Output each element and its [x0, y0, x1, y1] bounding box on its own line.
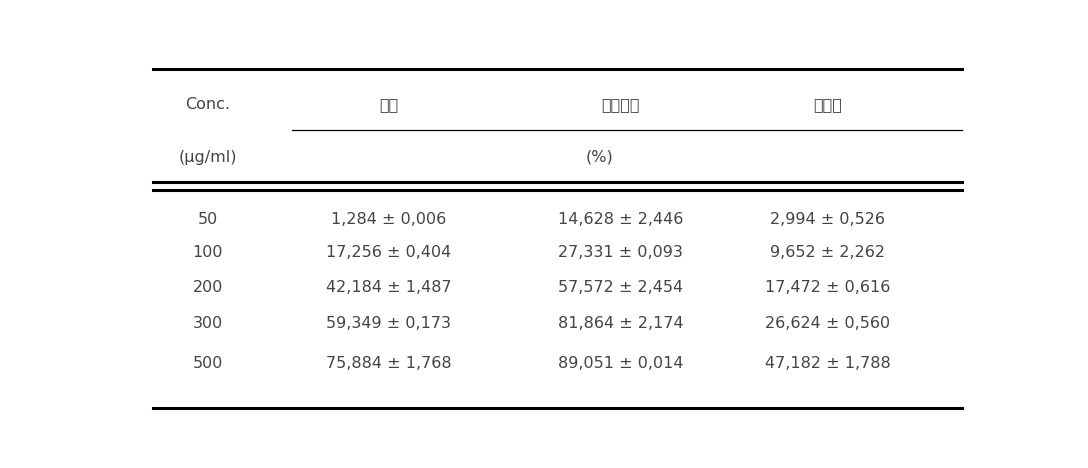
Text: 9,652 ± 2,262: 9,652 ± 2,262	[770, 245, 885, 260]
Text: 14,628 ± 2,446: 14,628 ± 2,446	[558, 212, 683, 227]
Text: (%): (%)	[585, 150, 614, 165]
Text: 42,184 ± 1,487: 42,184 ± 1,487	[326, 280, 452, 295]
Text: 매화: 매화	[380, 97, 398, 112]
Text: 들국화: 들국화	[813, 97, 842, 112]
Text: 공보배추: 공보배추	[602, 97, 640, 112]
Text: 81,864 ± 2,174: 81,864 ± 2,174	[558, 316, 683, 331]
Text: 57,572 ± 2,454: 57,572 ± 2,454	[558, 280, 683, 295]
Text: 17,472 ± 0,616: 17,472 ± 0,616	[765, 280, 890, 295]
Text: 1,284 ± 0,006: 1,284 ± 0,006	[332, 212, 446, 227]
Text: 500: 500	[193, 356, 223, 371]
Text: 300: 300	[193, 316, 223, 331]
Text: 27,331 ± 0,093: 27,331 ± 0,093	[558, 245, 683, 260]
Text: Conc.: Conc.	[185, 97, 231, 112]
Text: 75,884 ± 1,768: 75,884 ± 1,768	[326, 356, 452, 371]
Text: 2,994 ± 0,526: 2,994 ± 0,526	[770, 212, 885, 227]
Text: 47,182 ± 1,788: 47,182 ± 1,788	[765, 356, 890, 371]
Text: 50: 50	[198, 212, 218, 227]
Text: 26,624 ± 0,560: 26,624 ± 0,560	[765, 316, 890, 331]
Text: 200: 200	[193, 280, 223, 295]
Text: 17,256 ± 0,404: 17,256 ± 0,404	[326, 245, 452, 260]
Text: 100: 100	[193, 245, 223, 260]
Text: 89,051 ± 0,014: 89,051 ± 0,014	[558, 356, 683, 371]
Text: 59,349 ± 0,173: 59,349 ± 0,173	[326, 316, 452, 331]
Text: (μg/ml): (μg/ml)	[178, 150, 237, 165]
